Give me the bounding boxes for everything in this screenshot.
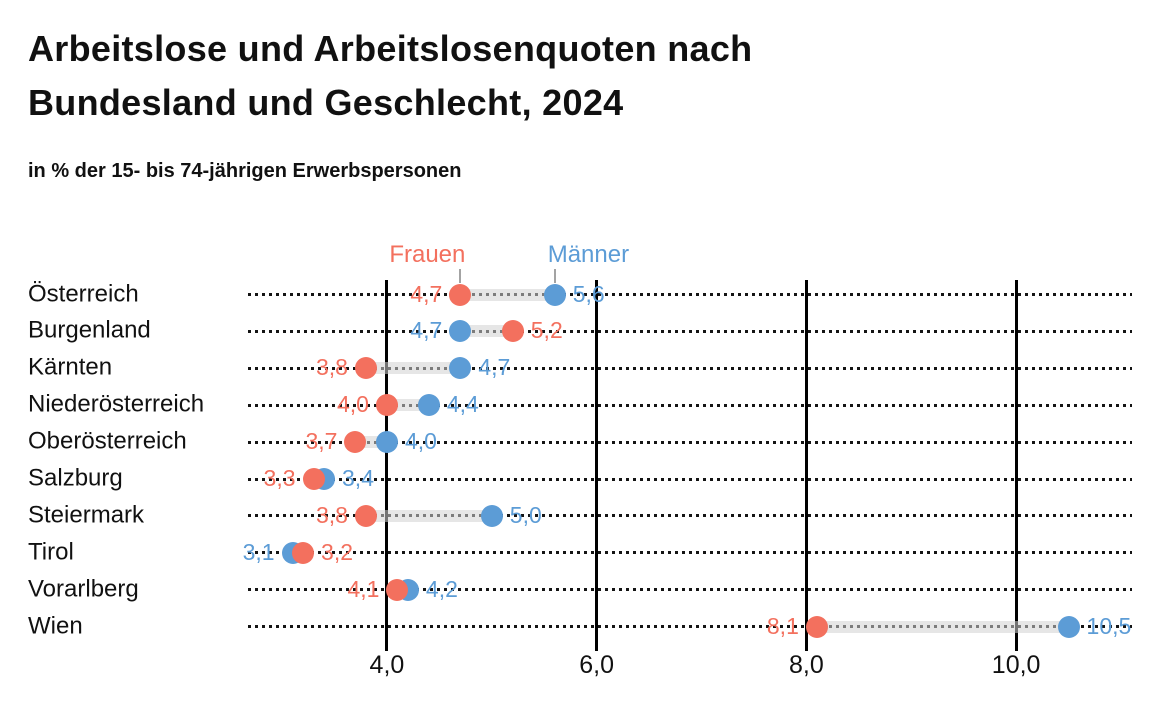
x-axis-tick-label: 8,0	[789, 651, 824, 679]
legend-label-frauen: Frauen	[389, 241, 466, 268]
category-label: Kärnten	[28, 353, 113, 381]
dot-männer	[449, 320, 472, 343]
category-label: Vorarlberg	[28, 575, 139, 603]
dot-frauen	[449, 283, 472, 306]
row-leader-line	[248, 366, 1132, 370]
dot-frauen	[501, 320, 524, 343]
x-axis-tick-label: 6,0	[579, 651, 615, 679]
legend-label-maenner: Männer	[547, 241, 630, 268]
dot-frauen	[292, 541, 315, 564]
value-label: 4,4	[446, 391, 479, 418]
dot-frauen	[805, 615, 828, 638]
gridline	[385, 280, 389, 640]
value-label: 8,1	[766, 612, 799, 639]
value-label: 3,4	[342, 464, 374, 491]
row-leader-line	[248, 588, 1132, 592]
axis-tick	[595, 640, 599, 651]
row-leader-line	[248, 440, 1132, 444]
value-label: 4,0	[336, 391, 369, 418]
dot-männer	[417, 394, 440, 417]
dot-frauen	[302, 468, 325, 490]
category-label: Niederösterreich	[28, 390, 205, 418]
row-leader-line	[248, 293, 1132, 296]
legend-connector-frauen	[459, 269, 462, 283]
gridline	[595, 280, 599, 640]
value-label: 4,7	[410, 317, 443, 344]
gridline	[1014, 280, 1018, 640]
axis-tick	[1014, 640, 1018, 651]
value-label: 5,0	[509, 501, 542, 528]
value-label: 4,0	[404, 428, 437, 455]
dot-männer	[480, 504, 503, 527]
row-leader-line	[248, 477, 1132, 481]
category-label: Burgenland	[28, 316, 151, 344]
dot-frauen	[386, 578, 409, 601]
category-label: Oberösterreich	[28, 427, 187, 455]
row-leader-line	[248, 514, 1132, 518]
dot-frauen	[354, 357, 377, 380]
value-label: 3,8	[315, 354, 348, 381]
category-label: Tirol	[28, 538, 74, 566]
axis-tick	[804, 640, 808, 651]
value-label: 10,5	[1086, 612, 1132, 639]
gridline	[804, 280, 808, 640]
dot-männer	[1057, 615, 1080, 638]
dumbbell-connector	[460, 325, 513, 338]
chart-subtitle: in % der 15- bis 74-jährigen Erwerbspers…	[28, 160, 462, 182]
x-axis-tick-label: 4,0	[369, 651, 405, 679]
value-label: 4,2	[425, 575, 458, 602]
value-label: 4,7	[410, 280, 443, 307]
category-label: Österreich	[28, 279, 139, 307]
row-leader-line	[248, 625, 1132, 629]
category-label: Steiermark	[28, 501, 145, 529]
value-label: 3,1	[242, 538, 275, 565]
dot-männer	[449, 357, 472, 380]
value-label: 4,7	[478, 354, 511, 381]
value-label: 3,3	[263, 464, 296, 491]
x-axis-tick-label: 10,0	[991, 651, 1041, 679]
category-label: Salzburg	[28, 464, 123, 492]
dumbbell-connector	[365, 362, 461, 375]
value-label: 4,1	[347, 575, 380, 602]
dot-männer	[375, 431, 398, 454]
legend-connector-maenner	[553, 269, 556, 283]
dot-frauen	[375, 394, 398, 417]
row-leader-line	[248, 403, 1132, 407]
dumbbell-connector	[365, 509, 492, 522]
row-leader-line	[248, 329, 1132, 333]
dot-frauen	[354, 504, 377, 527]
value-label: 5,6	[572, 280, 605, 307]
value-label: 3,7	[305, 428, 338, 455]
chart-title: Arbeitslose und Arbeitslosenquoten nach …	[28, 28, 753, 123]
value-label: 3,8	[315, 501, 348, 528]
value-label: 5,2	[530, 317, 563, 344]
dumbbell-connector	[460, 288, 555, 301]
dumbbell-connector	[816, 620, 1069, 633]
value-label: 3,2	[321, 538, 354, 565]
category-label: Wien	[28, 612, 83, 640]
dot-frauen	[344, 431, 367, 454]
axis-tick	[385, 640, 389, 651]
dot-männer	[543, 283, 566, 306]
row-leader-line	[248, 551, 1132, 555]
